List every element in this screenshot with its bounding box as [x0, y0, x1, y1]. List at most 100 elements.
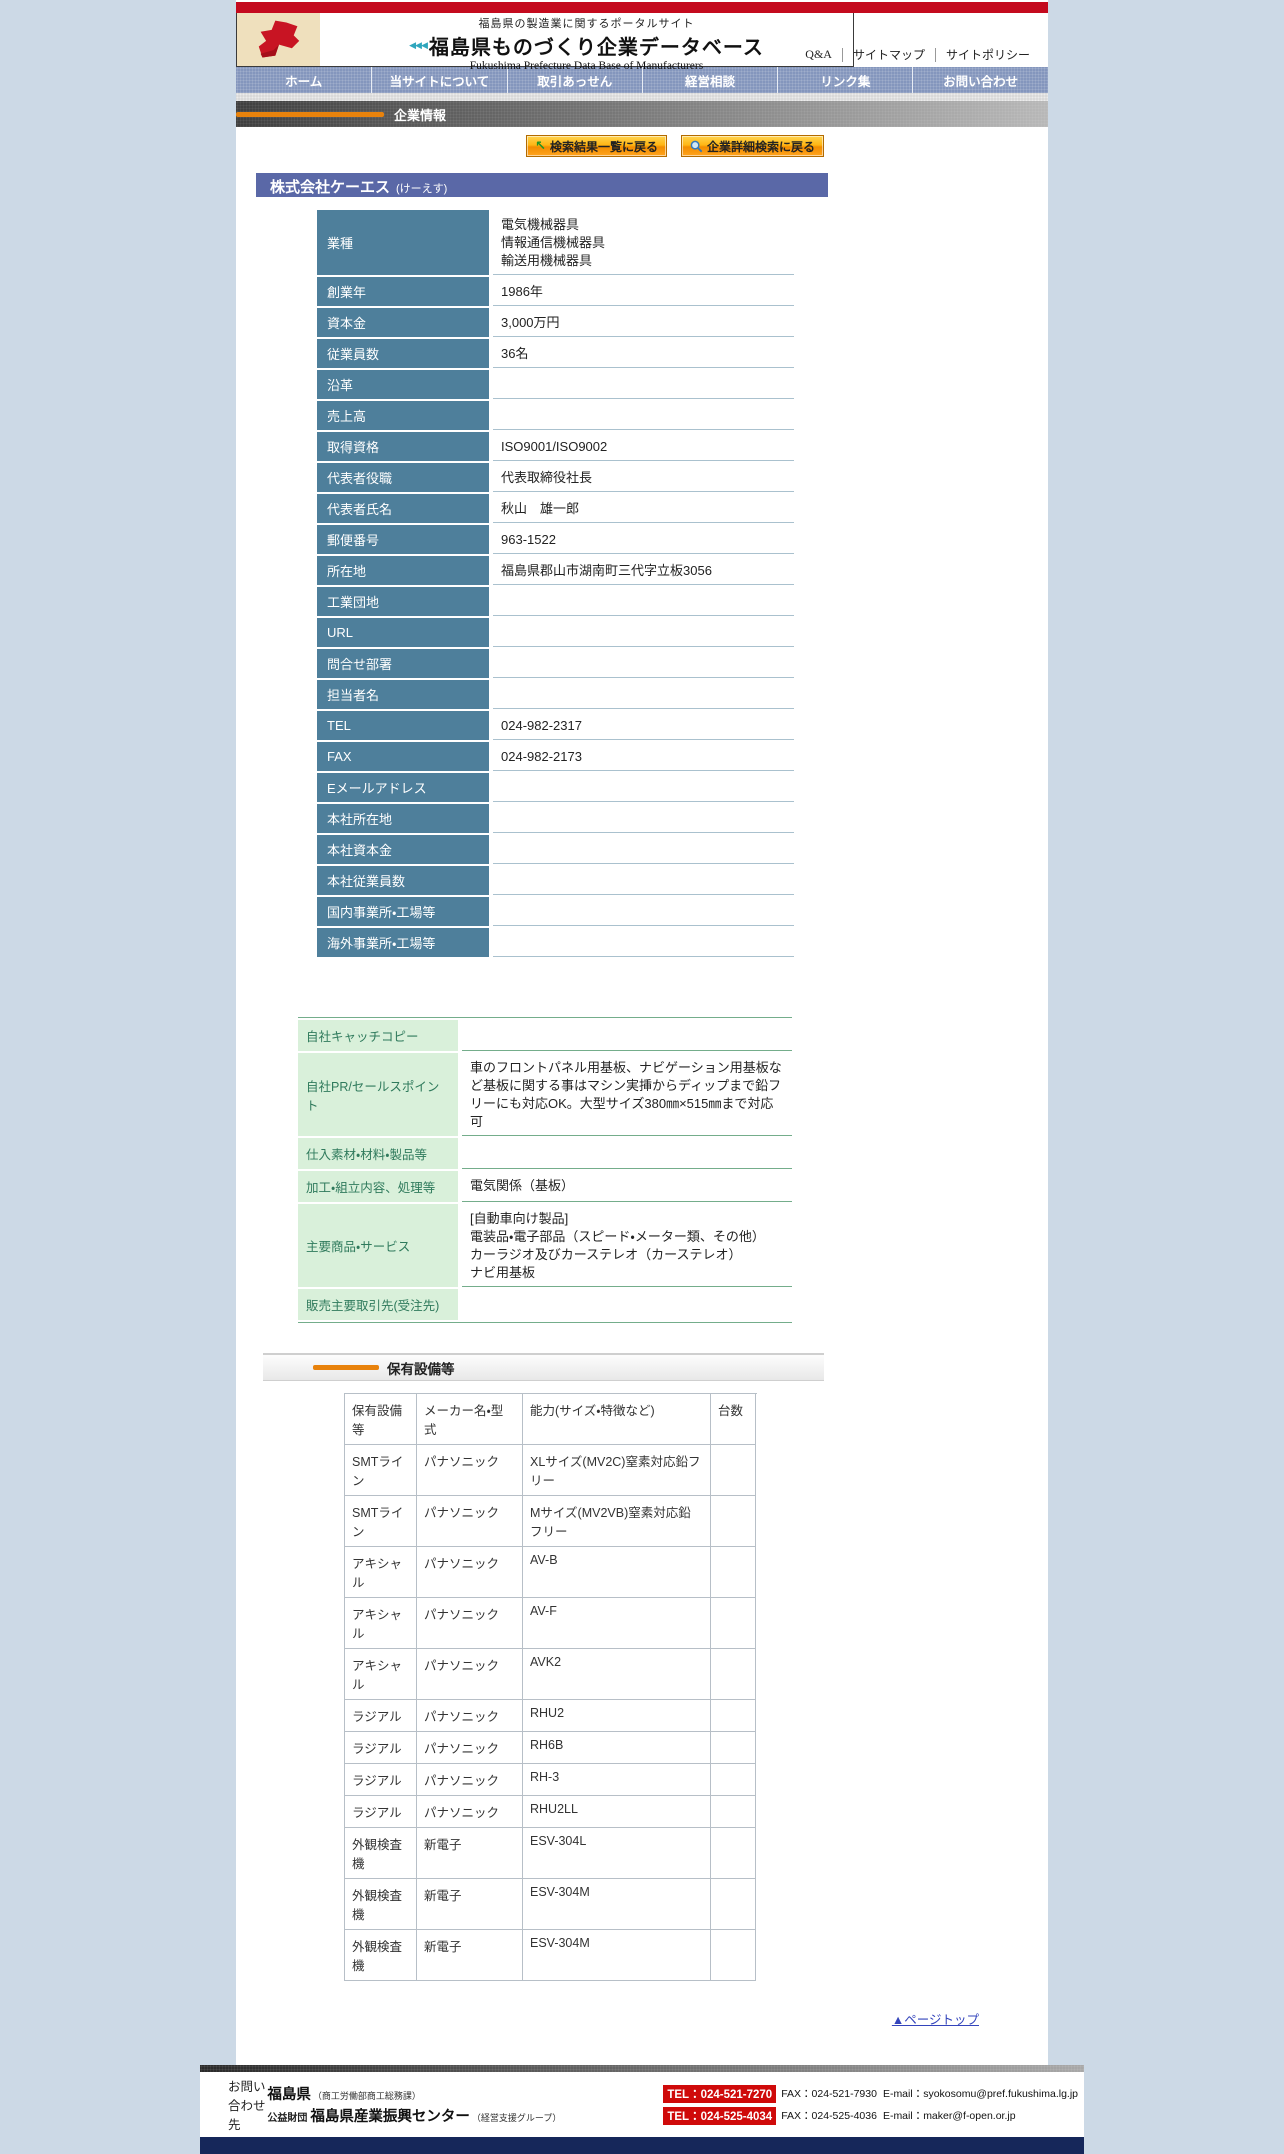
profile-value — [493, 401, 794, 430]
back-to-results-label: 検索結果一覧に戻る — [549, 139, 658, 154]
equipment-cell — [711, 1547, 756, 1598]
equipment-cell: ラジアル — [345, 1732, 417, 1764]
org1-email[interactable]: E-mail：syokosomu@pref.fukushima.lg.jp — [882, 2088, 1078, 2100]
nav-item-links[interactable]: リンク集 — [777, 67, 912, 93]
nav-item-trade[interactable]: 取引あっせん — [506, 67, 642, 93]
profile-label: 問合せ部署 — [317, 649, 489, 678]
details-label: 販売主要取引先(受注先) — [298, 1289, 458, 1320]
footer-org2-line: 公益財団 福島県産業振興センター （経営支援グループ） TEL：024-525-… — [267, 2105, 1084, 2126]
link-sitemap[interactable]: サイトマップ — [852, 48, 925, 62]
org1-fax: FAX：024-521-7930 — [781, 2088, 877, 2100]
nav-item-about[interactable]: 当サイトについて — [371, 67, 506, 93]
equipment-cell: ラジアル — [345, 1764, 417, 1796]
profile-value: 024-982-2173 — [493, 742, 794, 771]
back-to-search-label: 企業詳細検索に戻る — [706, 139, 815, 154]
equipment-cell: SMTライン — [345, 1496, 417, 1547]
profile-label: FAX — [317, 742, 489, 771]
equipment-cell: ラジアル — [345, 1700, 417, 1732]
profile-label: 郵便番号 — [317, 525, 489, 554]
profile-label: 担当者名 — [317, 680, 489, 709]
profile-label: 本社資本金 — [317, 835, 489, 864]
profile-label: 代表者役職 — [317, 463, 489, 492]
profile-label: Eメールアドレス — [317, 773, 489, 802]
details-label: 仕入素材・材料・製品等 — [298, 1138, 458, 1169]
equipment-cell — [711, 1496, 756, 1547]
equipment-cell: パナソニック — [417, 1598, 523, 1649]
details-value: 電気関係（基板） — [462, 1171, 792, 1202]
profile-label: 所在地 — [317, 556, 489, 585]
org2-name: 福島県産業振興センター — [310, 2109, 470, 2125]
section-header-equipment: 保有設備等 — [263, 1353, 824, 1381]
equipment-cell: パナソニック — [417, 1700, 523, 1732]
profile-label: TEL — [317, 711, 489, 740]
equipment-cell — [711, 1879, 756, 1930]
details-value: 車のフロントパネル用基板、ナビゲーション用基板など基板に関する事はマシン実挿から… — [462, 1053, 792, 1136]
link-separator — [841, 47, 843, 62]
equipment-cell: パナソニック — [417, 1796, 523, 1828]
footer-bottom-bar — [200, 2137, 1084, 2154]
toolbar: ↖ 検索結果一覧に戻る 企業詳細検索に戻る — [236, 135, 824, 157]
details-label: 自社キャッチコピー — [298, 1020, 458, 1051]
profile-label: 資本金 — [317, 308, 489, 337]
details-label: 加工・組立内容、処理等 — [298, 1171, 458, 1202]
profile-label: 海外事業所・工場等 — [317, 928, 489, 957]
profile-row: 資本金 3,000万円 — [317, 308, 794, 337]
nav-item-contact[interactable]: お問い合わせ — [912, 67, 1047, 93]
equipment-cell: アキシャル — [345, 1598, 417, 1649]
profile-label: 売上高 — [317, 401, 489, 430]
equipment-cell: ESV-304M — [523, 1930, 711, 1981]
equipment-cell: ESV-304M — [523, 1879, 711, 1930]
nav-item-consult[interactable]: 経営相談 — [641, 67, 777, 93]
company-profile-table: 業種 電気機械器具 情報通信機械器具 輸送用機械器具 創業年 1986年 資本金 3,… — [317, 210, 794, 957]
equipment-cell: XLサイズ(MV2C)窒素対応鉛フリー — [523, 1445, 711, 1496]
equipment-cell: ESV-304L — [523, 1828, 711, 1879]
fukushima-map-icon — [237, 13, 320, 66]
site-subtitle-en: Fukushima Prefecture Data Base of Manufa… — [469, 60, 704, 72]
site-logo[interactable]: 福島県の製造業に関するポータルサイト ◀◀◀ 福島県ものづくり企業データベース … — [236, 13, 854, 72]
equipment-col-header: メーカー名・型式 — [417, 1394, 523, 1445]
profile-label: 沿革 — [317, 370, 489, 399]
profile-value — [493, 587, 794, 616]
section-header-company-info: 企業情報 — [236, 101, 1048, 127]
org2-dept: （経営支援グループ） — [471, 2113, 562, 2123]
back-to-search-button[interactable]: 企業詳細検索に戻る — [680, 135, 824, 157]
profile-value: 電気機械器具 情報通信機械器具 輸送用機械器具 — [493, 210, 794, 275]
equipment-section-title: 保有設備等 — [387, 1361, 455, 1377]
back-to-results-button[interactable]: ↖ 検索結果一覧に戻る — [526, 135, 667, 157]
link-site-policy[interactable]: サイトポリシー — [945, 48, 1030, 62]
link-qa[interactable]: Q&A — [805, 47, 832, 61]
page-top-link[interactable]: ▲ページトップ — [891, 2013, 979, 2027]
site-title-area: 福島県の製造業に関するポータルサイト ◀◀◀ 福島県ものづくり企業データベース … — [320, 13, 853, 72]
equipment-cell: AV-F — [523, 1598, 711, 1649]
details-value — [462, 1138, 792, 1169]
equipment-cell — [711, 1764, 756, 1796]
footer: お問い合わせ先 福島県 （商工労働部商工総務課） TEL：024-521-727… — [200, 2065, 1084, 2154]
equipment-cell: ラジアル — [345, 1796, 417, 1828]
equipment-cell: RH-3 — [523, 1764, 711, 1796]
equipment-cell: パナソニック — [417, 1547, 523, 1598]
equipment-cell — [711, 1828, 756, 1879]
site-title: 福島県ものづくり企業データベース — [428, 37, 764, 59]
profile-value: 963-1522 — [493, 525, 794, 554]
profile-row: URL — [317, 618, 794, 647]
equipment-cell: RHU2 — [523, 1700, 711, 1732]
profile-value — [493, 897, 794, 926]
profile-value — [493, 680, 794, 709]
org2-email[interactable]: E-mail：maker@f-open.or.jp — [882, 2110, 1016, 2122]
org1-name: 福島県 — [267, 2087, 311, 2103]
equipment-cell — [711, 1930, 756, 1981]
profile-row: 業種 電気機械器具 情報通信機械器具 輸送用機械器具 — [317, 210, 794, 275]
profile-value: 秋山 雄一郎 — [493, 494, 794, 523]
profile-value — [493, 773, 794, 802]
profile-row: 取得資格 ISO9001/ISO9002 — [317, 432, 794, 461]
equipment-cell: パナソニック — [417, 1732, 523, 1764]
nav-item-home[interactable]: ホーム — [285, 74, 323, 89]
company-title-bar: 株式会社ケーエス (けーえす) — [256, 173, 828, 197]
profile-row: 所在地 福島県郡山市湖南町三代字立板3056 — [317, 556, 794, 585]
profile-row: 代表者役職 代表取締役社長 — [317, 463, 794, 492]
equipment-cell: Mサイズ(MV2VB)窒素対応鉛フリー — [523, 1496, 711, 1547]
top-red-bar — [236, 2, 1048, 13]
profile-value: 024-982-2317 — [493, 711, 794, 740]
profile-value: 福島県郡山市湖南町三代字立板3056 — [493, 556, 794, 585]
profile-row: 従業員数 36名 — [317, 339, 794, 368]
